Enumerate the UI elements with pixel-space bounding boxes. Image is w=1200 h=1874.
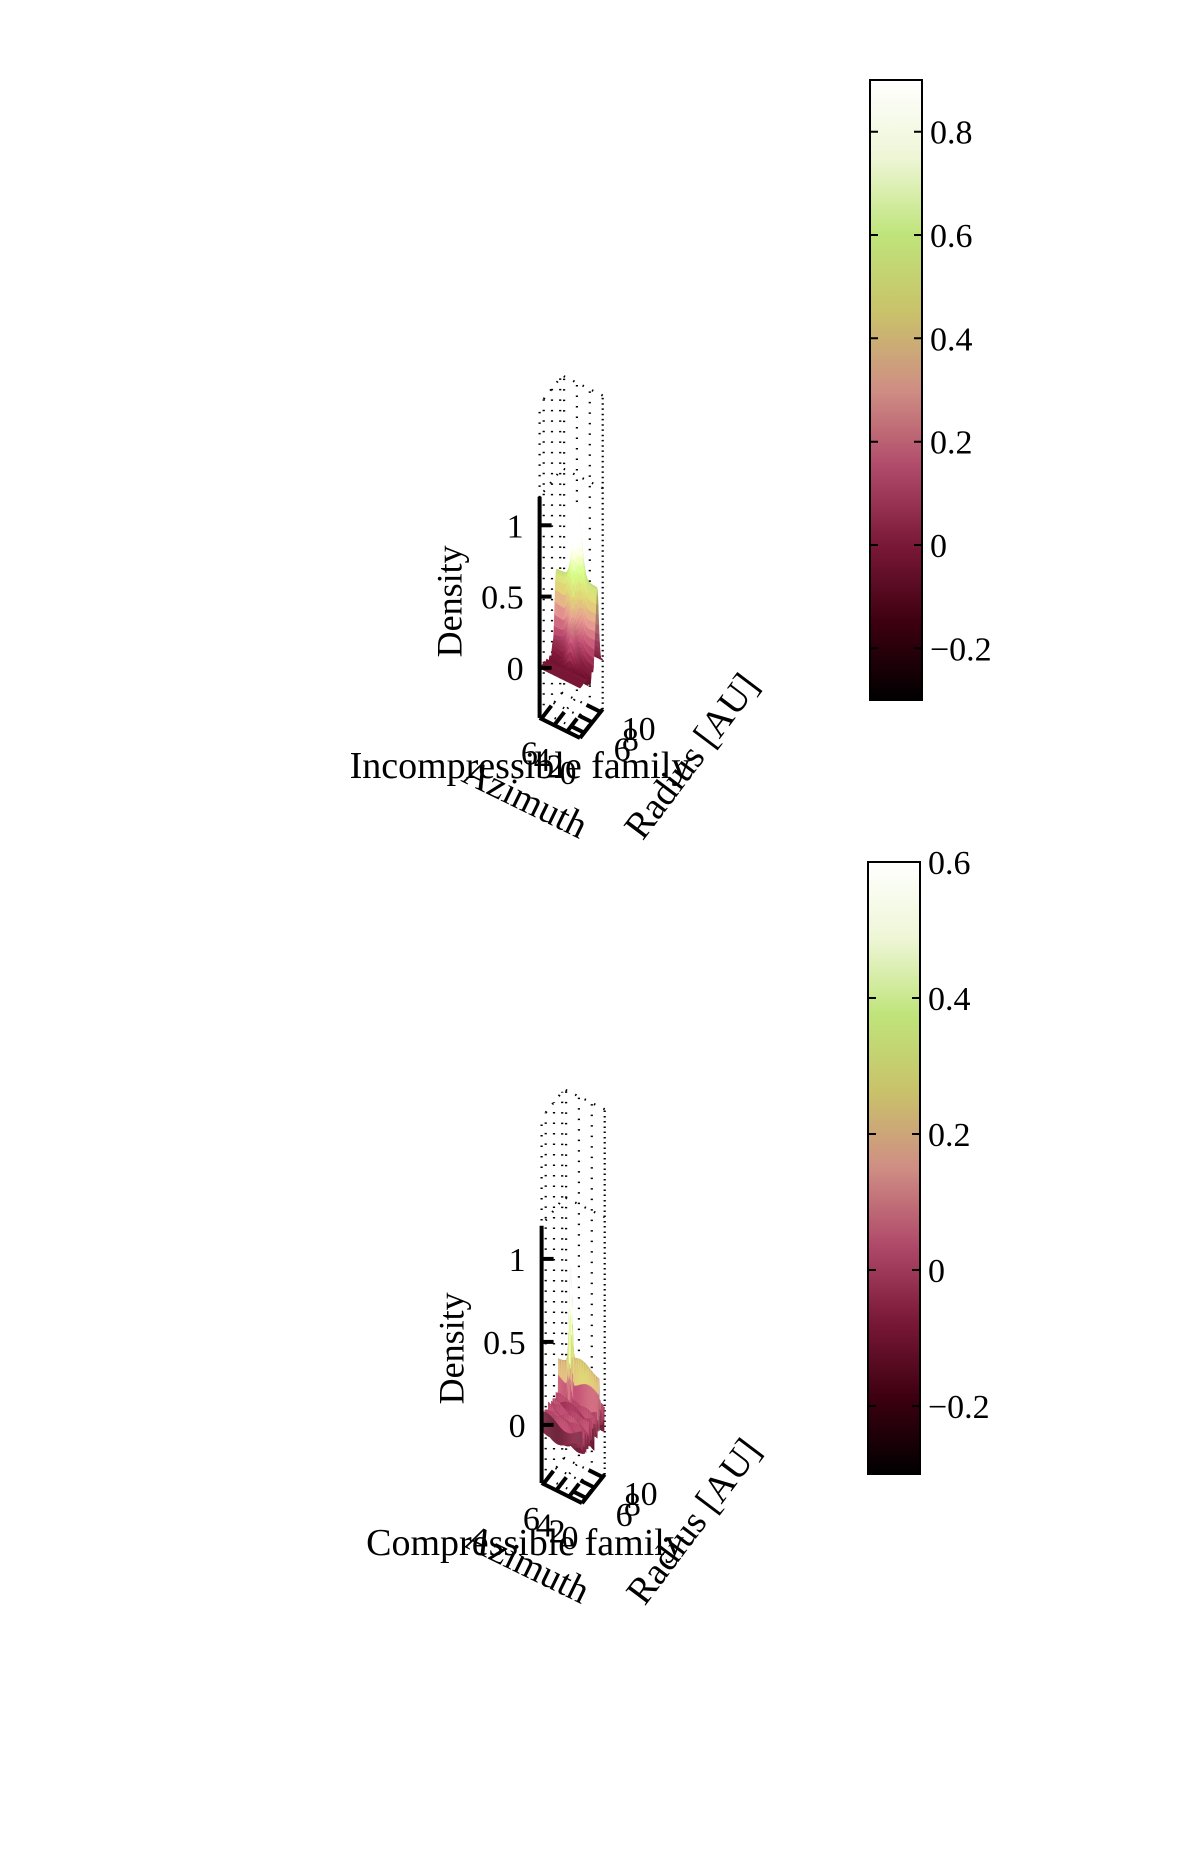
colorbar-tick-label: −0.2 xyxy=(928,1389,990,1426)
density-tick-label: 0 xyxy=(509,1408,526,1445)
radius-tick-label: 6 xyxy=(616,1497,633,1534)
azimuth-tick-label: 6 xyxy=(523,1501,540,1538)
colorbar: −0.2 0 0.2 0.4 0.6 xyxy=(867,845,990,1475)
azimuth-tick-label: 2 xyxy=(547,749,564,786)
azimuth-axis xyxy=(540,1481,583,1505)
density-axis-label: Density xyxy=(430,545,470,657)
azimuth-tick-label: 2 xyxy=(549,1514,566,1551)
azimuth-tick-label: 4 xyxy=(536,1507,553,1544)
azimuth-tick-label: 6 xyxy=(521,736,538,773)
density-tick-label: 0.5 xyxy=(483,1325,526,1362)
radius-tick-label: 8 xyxy=(624,1486,641,1523)
colorbar-tick-label: 0.6 xyxy=(930,218,973,255)
radius-tick-label: 6 xyxy=(614,732,631,769)
colorbar-tick-label: 0.8 xyxy=(930,115,973,152)
colorbar-tick-label: 0.6 xyxy=(928,845,971,882)
density-tick-label: 1 xyxy=(509,1242,526,1279)
azimuth-tick-label: 0 xyxy=(562,1520,579,1557)
density-tick-label: 0 xyxy=(507,651,524,688)
axes xyxy=(539,1225,607,1505)
axes xyxy=(537,496,605,740)
density-surface xyxy=(539,503,604,689)
density-surface xyxy=(541,1267,606,1454)
azimuth-tick-label: 0 xyxy=(560,755,577,792)
radius-tick-label: 8 xyxy=(622,721,639,758)
colorbar-tick-label: 0.2 xyxy=(930,425,973,462)
azimuth-tick-label: 4 xyxy=(534,742,551,779)
density-tick-label: 1 xyxy=(507,508,524,545)
radius-tick-label: 10 xyxy=(622,711,656,748)
colorbar-tick-label: 0.4 xyxy=(930,321,973,358)
panel-caption: Compressible family xyxy=(366,1522,684,1564)
density-tick-label: 0.5 xyxy=(481,580,524,617)
colorbar: −0.2 0 0.2 0.4 0.6 0.8 xyxy=(869,79,992,701)
colorbar-tick-label: 0.4 xyxy=(928,981,971,1018)
colorbar-tick-label: 0.2 xyxy=(928,1117,971,1154)
azimuth-axis xyxy=(538,716,581,740)
colorbar-tick-label: 0 xyxy=(928,1253,945,1290)
colorbar-tick-label: 0 xyxy=(930,528,947,565)
density-axis-label: Density xyxy=(432,1292,472,1404)
panel-caption: Incompressible family xyxy=(350,745,691,787)
colorbar-tick-label: −0.2 xyxy=(930,631,992,668)
radius-tick-label: 10 xyxy=(624,1476,658,1513)
